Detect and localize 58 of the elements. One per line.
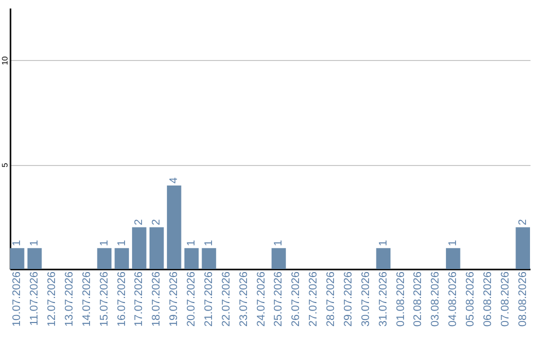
- x-tick-label: 18.07.2026: [150, 272, 163, 327]
- data-label: 2: [133, 219, 146, 226]
- bar: [114, 248, 129, 269]
- bar: [516, 227, 530, 269]
- x-tick-label: 08.08.2026: [516, 272, 529, 327]
- x-tick-label: 13.07.2026: [63, 272, 76, 327]
- x-tick-label: 29.07.2026: [342, 272, 354, 327]
- bar: [97, 248, 112, 269]
- data-label: 2: [516, 219, 529, 226]
- bar: [184, 248, 199, 269]
- data-label: 1: [186, 240, 198, 246]
- x-tick-label: 23.07.2026: [238, 272, 250, 327]
- bar: [150, 227, 164, 269]
- x-tick-label: 21.07.2026: [202, 272, 215, 327]
- x-tick-label: 17.07.2026: [133, 272, 146, 327]
- x-tick-label: 03.08.2026: [430, 272, 442, 327]
- x-tick-label: 16.07.2026: [116, 272, 128, 327]
- data-label: 1: [98, 240, 110, 246]
- x-tick-label: 07.08.2026: [499, 272, 512, 327]
- x-tick-label: 01.08.2026: [394, 272, 407, 327]
- data-label: 1: [447, 240, 460, 246]
- x-tick-label: 02.08.2026: [412, 272, 424, 327]
- x-tick-label: 27.07.2026: [308, 272, 320, 327]
- data-label: 4: [168, 177, 180, 184]
- y-tick-label: 5: [0, 162, 10, 168]
- x-tick-label: 05.08.2026: [464, 272, 477, 327]
- x-tick-label: 11.07.2026: [28, 272, 41, 326]
- x-tick-label: 22.07.2026: [220, 272, 232, 327]
- bar: [132, 227, 146, 269]
- x-tick-label: 31.07.2026: [377, 272, 390, 327]
- bar: [272, 248, 286, 269]
- x-tick-label: 28.07.2026: [325, 272, 338, 327]
- bar: [376, 248, 390, 269]
- bar: [10, 248, 24, 269]
- x-tick-label: 15.07.2026: [98, 272, 110, 327]
- data-label: 1: [11, 240, 24, 246]
- y-tick-label: 10: [0, 56, 10, 66]
- data-label: 1: [377, 240, 390, 246]
- x-tick-label: 12.07.2026: [46, 272, 58, 327]
- bar: [166, 185, 182, 269]
- x-tick-label: 19.07.2026: [168, 272, 180, 327]
- bar: [446, 248, 460, 269]
- x-tick-label: 30.07.2026: [360, 272, 372, 327]
- data-label: 1: [202, 240, 215, 246]
- bar: [202, 248, 216, 269]
- data-label: 1: [116, 240, 128, 246]
- x-tick-label: 24.07.2026: [255, 272, 268, 327]
- data-label: 1: [28, 240, 41, 246]
- data-label: 1: [272, 240, 285, 246]
- x-tick-label: 26.07.2026: [290, 272, 302, 327]
- data-label: 2: [150, 219, 163, 226]
- x-tick-label: 06.08.2026: [482, 272, 494, 327]
- x-tick-label: 04.08.2026: [447, 272, 460, 327]
- x-tick-label: 20.07.2026: [186, 272, 198, 327]
- x-tick-label: 14.07.2026: [80, 272, 93, 327]
- bar: [27, 248, 42, 269]
- x-tick-label: 25.07.2026: [272, 272, 285, 327]
- x-tick-label: 10.07.2026: [11, 272, 24, 327]
